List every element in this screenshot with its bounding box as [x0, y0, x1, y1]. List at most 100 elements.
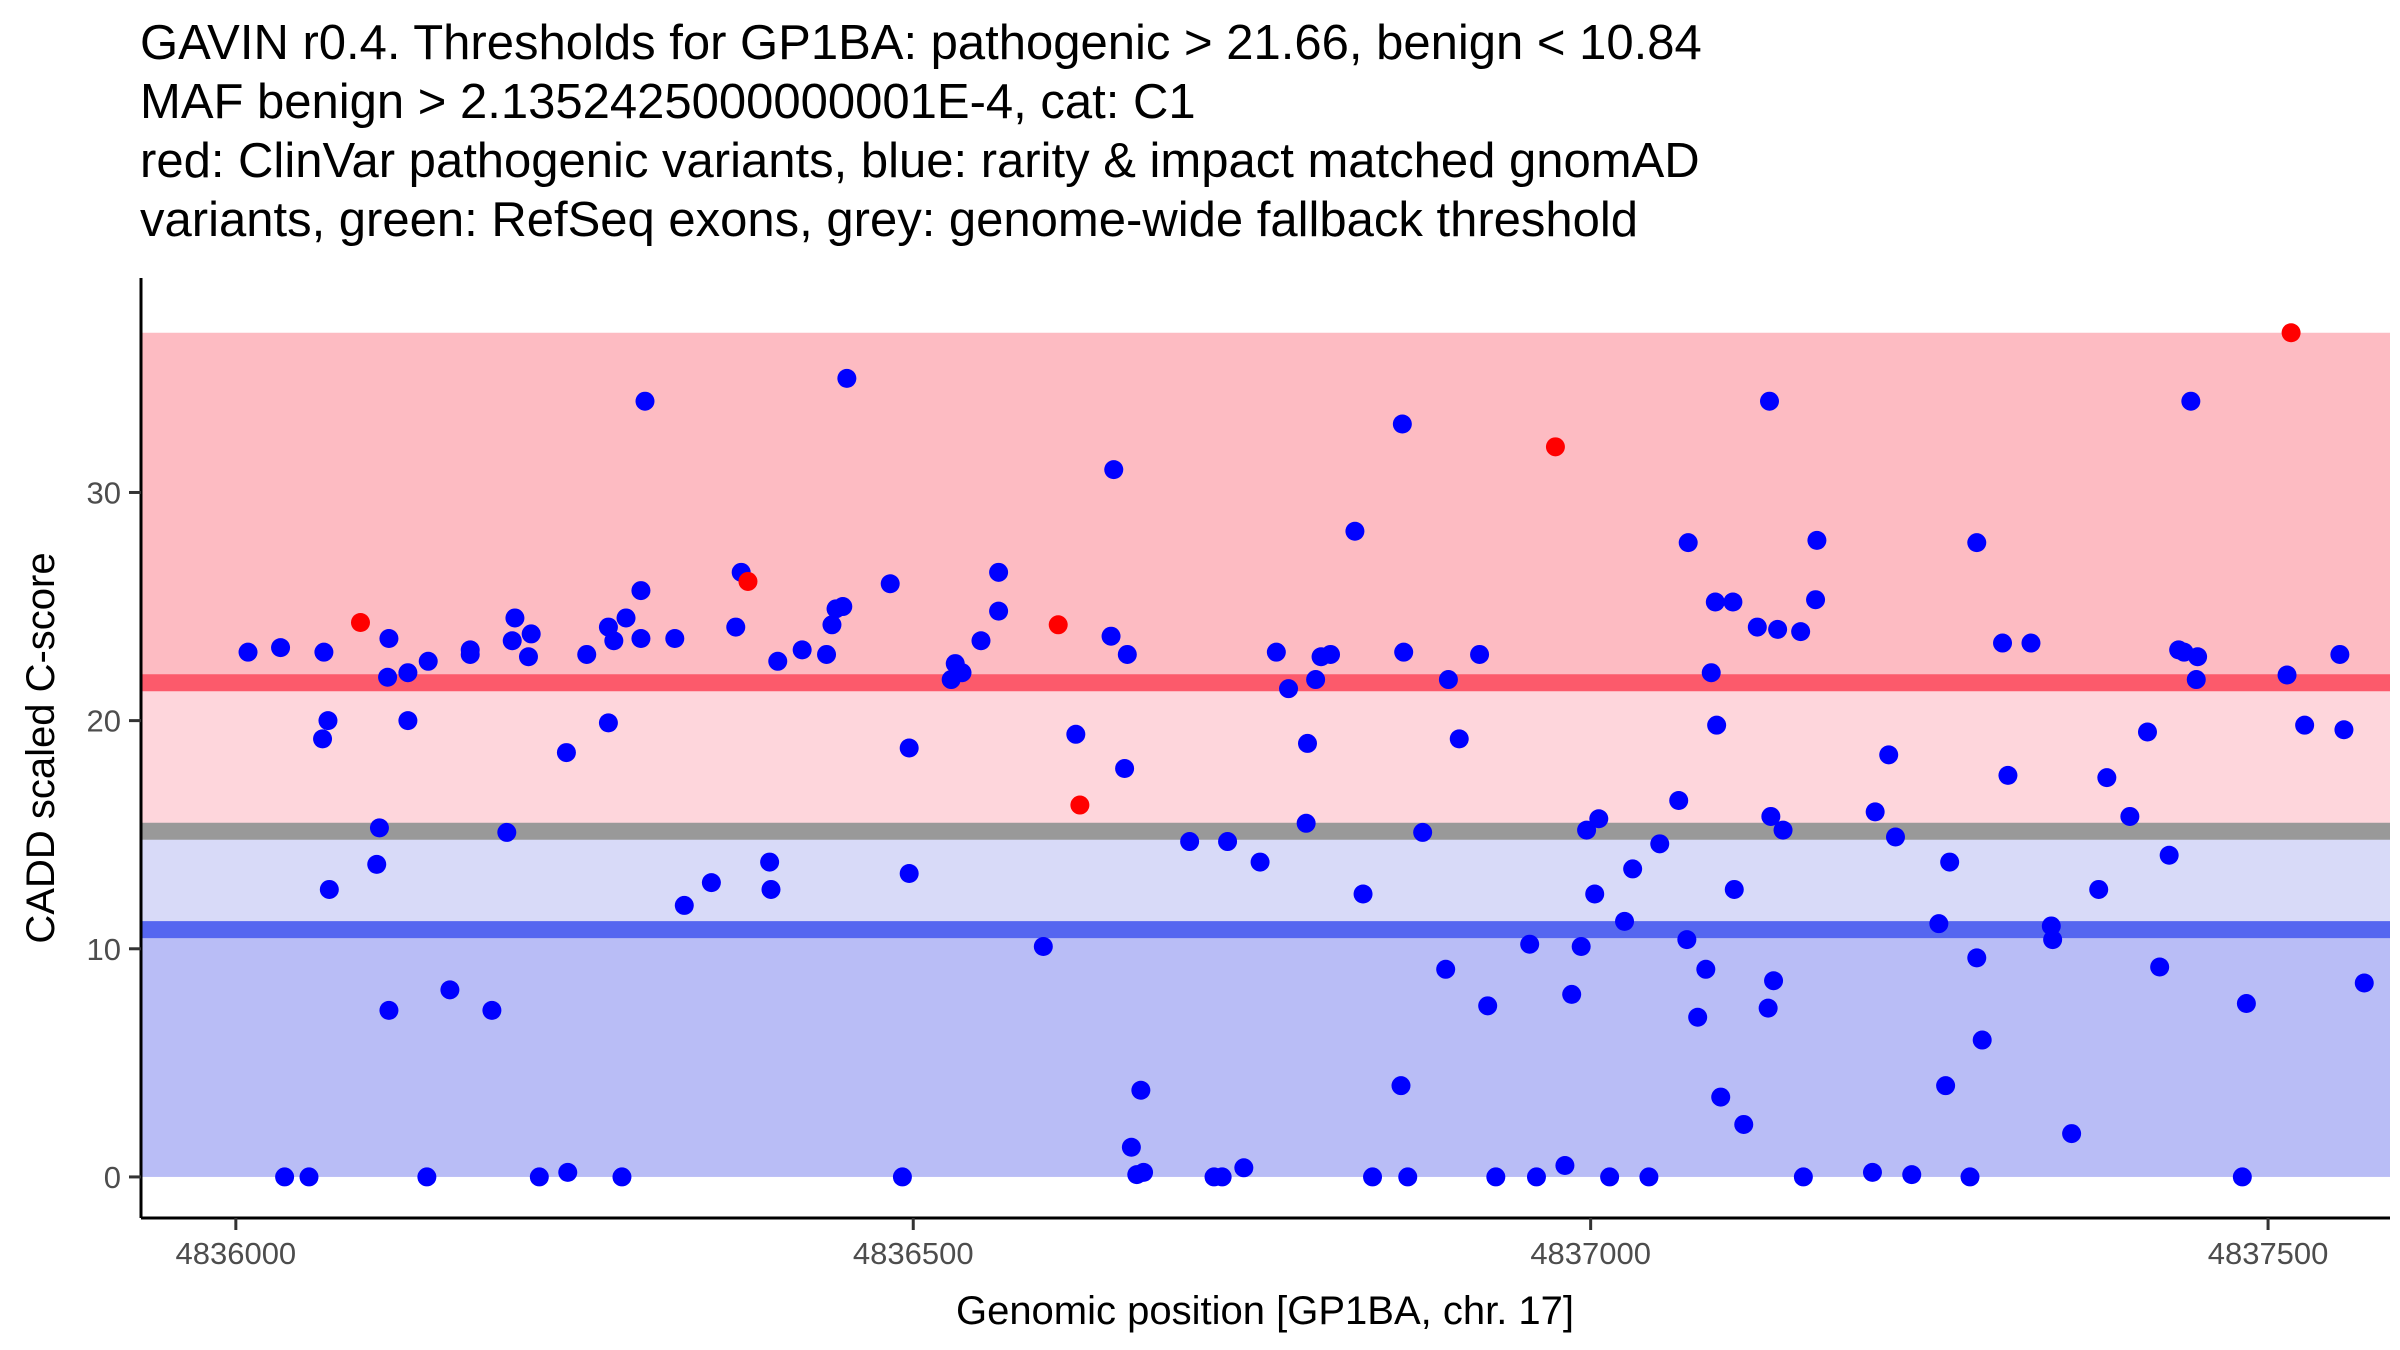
point-gnomad-matched: [1266, 642, 1286, 662]
point-gnomad-matched: [1761, 806, 1781, 826]
point-gnomad-matched: [1967, 948, 1987, 968]
point-gnomad-matched: [701, 873, 721, 893]
point-gnomad-matched: [768, 651, 788, 671]
point-gnomad-matched: [1639, 1167, 1659, 1187]
point-gnomad-matched: [314, 642, 334, 662]
point-gnomad-matched: [612, 1167, 632, 1187]
threshold-lines: [142, 674, 2390, 939]
point-gnomad-matched: [665, 628, 685, 648]
point-gnomad-matched: [505, 608, 525, 628]
point-gnomad-matched: [1306, 670, 1326, 690]
point-gnomad-matched: [598, 713, 618, 733]
point-gnomad-matched: [2232, 1167, 2252, 1187]
point-gnomad-matched: [529, 1167, 549, 1187]
y-tick-label: 20: [87, 704, 121, 739]
point-gnomad-matched: [674, 895, 694, 915]
point-gnomad-matched: [1449, 729, 1469, 749]
point-gnomad-matched: [1940, 852, 1960, 872]
point-gnomad-matched: [1363, 1167, 1383, 1187]
point-gnomad-matched: [1758, 998, 1778, 1018]
x-tick-label: 4836000: [175, 1236, 296, 1271]
point-clinvar-pathogenic: [1545, 437, 1565, 457]
point-gnomad-matched: [899, 738, 919, 758]
point-gnomad-matched: [880, 574, 900, 594]
point-gnomad-matched: [2354, 973, 2374, 993]
x-tick-label: 4836500: [853, 1236, 974, 1271]
point-gnomad-matched: [1589, 809, 1609, 829]
point-gnomad-matched: [1218, 832, 1238, 852]
point-gnomad-matched: [837, 368, 857, 388]
point-gnomad-matched: [635, 391, 655, 411]
point-gnomad-matched: [1117, 644, 1137, 664]
y-tick-label: 10: [87, 932, 121, 967]
point-gnomad-matched: [1677, 930, 1697, 950]
axes: [139, 278, 2390, 1220]
point-gnomad-matched: [577, 644, 597, 664]
y-axis-title: CADD scaled C-score: [19, 552, 63, 943]
point-gnomad-matched: [1134, 1162, 1154, 1182]
y-tick-label: 0: [104, 1160, 121, 1195]
point-gnomad-matched: [275, 1167, 295, 1187]
point-gnomad-matched: [1768, 619, 1788, 639]
point-gnomad-matched: [1562, 984, 1582, 1004]
x-tick-label: 4837500: [2208, 1236, 2329, 1271]
point-gnomad-matched: [2097, 768, 2117, 788]
point-gnomad-matched: [1600, 1167, 1620, 1187]
point-gnomad-matched: [1807, 530, 1827, 550]
point-gnomad-matched: [1723, 592, 1743, 612]
point-gnomad-matched: [2043, 930, 2063, 950]
point-gnomad-matched: [2062, 1124, 2082, 1144]
point-gnomad-matched: [1967, 533, 1987, 553]
point-gnomad-matched: [1115, 759, 1135, 779]
point-gnomad-matched: [1033, 936, 1053, 956]
point-gnomad-matched: [1392, 414, 1412, 434]
point-gnomad-matched: [1865, 802, 1885, 822]
point-gnomad-matched: [497, 822, 517, 842]
point-gnomad-matched: [1234, 1158, 1254, 1178]
point-gnomad-matched: [2236, 994, 2256, 1014]
point-gnomad-matched: [1707, 715, 1727, 735]
point-gnomad-matched: [2041, 916, 2061, 936]
point-gnomad-matched: [1724, 879, 1744, 899]
point-gnomad-matched: [379, 1000, 399, 1020]
title-line-4: variants, green: RefSeq exons, grey: gen…: [140, 193, 1639, 247]
point-gnomad-matched: [1297, 733, 1317, 753]
title-line-1: GAVIN r0.4. Thresholds for GP1BA: pathog…: [140, 16, 1702, 70]
point-gnomad-matched: [631, 581, 651, 601]
point-gnomad-matched: [604, 631, 624, 651]
point-gnomad-matched: [631, 628, 651, 648]
point-gnomad-matched: [1571, 936, 1591, 956]
point-gnomad-matched: [1353, 884, 1373, 904]
point-gnomad-matched: [1623, 859, 1643, 879]
point-gnomad-matched: [238, 642, 258, 662]
point-gnomad-matched: [482, 1000, 502, 1020]
point-gnomad-matched: [1705, 592, 1725, 612]
point-gnomad-matched: [299, 1167, 319, 1187]
point-gnomad-matched: [1747, 617, 1767, 637]
point-gnomad-matched: [1862, 1162, 1882, 1182]
point-gnomad-matched: [1960, 1167, 1980, 1187]
point-gnomad-matched: [1688, 1007, 1708, 1027]
point-gnomad-matched: [417, 1167, 437, 1187]
point-gnomad-matched: [1279, 679, 1299, 699]
point-gnomad-matched: [367, 854, 387, 874]
point-gnomad-matched: [1902, 1165, 1922, 1185]
point-gnomad-matched: [1131, 1080, 1151, 1100]
point-gnomad-matched: [792, 640, 812, 660]
point-gnomad-matched: [1615, 911, 1635, 931]
point-gnomad-matched: [1101, 626, 1121, 646]
point-gnomad-matched: [418, 651, 438, 671]
point-gnomad-matched: [1413, 822, 1433, 842]
point-gnomad-matched: [2188, 647, 2208, 667]
point-gnomad-matched: [369, 818, 389, 838]
point-gnomad-matched: [1212, 1167, 1232, 1187]
point-gnomad-matched: [833, 597, 853, 617]
point-gnomad-matched: [398, 711, 418, 731]
point-gnomad-matched: [1806, 590, 1826, 610]
point-gnomad-matched: [440, 980, 460, 1000]
point-gnomad-matched: [1321, 644, 1341, 664]
point-gnomad-matched: [989, 562, 1009, 582]
point-gnomad-matched: [1470, 644, 1490, 664]
point-gnomad-matched: [1791, 622, 1811, 642]
